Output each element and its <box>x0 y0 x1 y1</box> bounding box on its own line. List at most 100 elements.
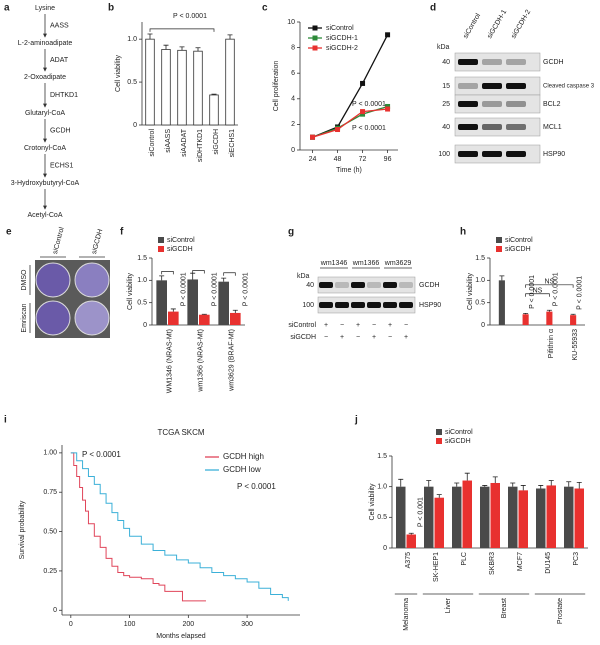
y-tick-label: 2 <box>291 121 295 128</box>
blot-band <box>482 101 502 107</box>
group-label: Breast <box>501 598 508 618</box>
bar <box>230 312 241 325</box>
x-tick-label: wm3629 (BRAF-Mt) <box>228 329 235 392</box>
bar <box>536 488 546 548</box>
x-axis-label: Time (h) <box>336 167 362 174</box>
annotation: P < 0.0001 <box>181 272 188 306</box>
annotation: P < 0.0001 <box>173 13 207 20</box>
y-tick-label: 0.5 <box>377 514 387 521</box>
blot-band <box>399 282 413 288</box>
blot-band <box>506 124 526 130</box>
column-label: siControl <box>52 226 66 255</box>
blot-band <box>335 282 349 288</box>
panel-letter: j <box>354 415 358 426</box>
panel-letter: d <box>430 3 436 14</box>
panel-letter: a <box>4 3 10 14</box>
metabolite: 2-Oxoadipate <box>24 74 66 81</box>
bar <box>546 485 556 548</box>
error-bar <box>190 272 196 280</box>
error-bar <box>499 275 505 281</box>
blot-band <box>506 83 526 89</box>
y-tick-label: 1.0 <box>137 277 147 284</box>
group-label: Liver <box>445 597 452 613</box>
condition-sign: + <box>388 322 392 329</box>
bar <box>518 490 528 548</box>
blot-strip <box>454 94 541 114</box>
point <box>360 111 366 117</box>
blot-band <box>367 282 381 288</box>
bar <box>406 534 416 548</box>
blot-band <box>506 59 526 65</box>
blot-band <box>482 124 502 130</box>
error-bar <box>492 476 498 483</box>
marker-size: 40 <box>442 59 450 66</box>
band-label: HSP90 <box>543 151 565 158</box>
bar <box>177 49 187 126</box>
cell-line: wm3629 <box>384 260 412 267</box>
legend-label: siControl <box>167 237 195 244</box>
error-bar <box>510 482 516 487</box>
blot-band <box>458 101 478 107</box>
bar <box>522 314 529 325</box>
legend-swatch <box>158 246 164 252</box>
error-bar <box>523 312 529 315</box>
marker-size: 100 <box>302 302 314 309</box>
metabolite: 3-Hydroxybutyryl-CoA <box>11 180 80 187</box>
y-axis-label: Cell viability <box>369 483 376 520</box>
row-label: Emriscan <box>21 303 28 332</box>
error-bar <box>426 480 432 487</box>
column-label: siGCDH <box>91 228 104 255</box>
blot-band <box>482 83 502 89</box>
y-tick-label: 0 <box>291 147 295 154</box>
x-tick-label: 24 <box>309 156 317 163</box>
blot-strip <box>454 52 541 72</box>
error-bar <box>464 472 470 481</box>
y-axis-label: Cell viability <box>115 55 122 92</box>
error-bar <box>195 47 201 52</box>
row-label: DMSO <box>21 269 28 291</box>
x-tick-label: siECHS1 <box>229 129 236 158</box>
panel-letter: b <box>108 3 114 14</box>
y-tick-label: 1.5 <box>475 255 485 262</box>
annotation: P < 0.0001 <box>352 125 386 132</box>
metabolite: Glutaryl-CoA <box>25 110 65 117</box>
x-tick-label: siDHTKD1 <box>197 129 204 162</box>
y-axis-label: Cell proliferation <box>273 61 280 112</box>
y-tick-label: 0 <box>143 322 147 329</box>
y-tick-label: 0 <box>133 122 137 129</box>
series-line <box>70 452 206 602</box>
x-tick-label: siAADAT <box>181 128 188 157</box>
error-bar <box>436 494 442 498</box>
blot-band <box>383 282 397 288</box>
bar <box>218 281 229 325</box>
error-bar <box>232 309 238 313</box>
blot-band <box>383 302 397 308</box>
x-tick-label: SK-HEP1 <box>433 552 440 582</box>
blot-band <box>399 302 413 308</box>
condition-sign: − <box>388 334 392 341</box>
error-bar <box>398 478 404 487</box>
bar <box>187 279 198 325</box>
condition-sign: − <box>340 322 344 329</box>
blot-band <box>367 302 381 308</box>
y-axis-label: Cell viability <box>127 273 134 310</box>
legend-label: siGCDH-1 <box>326 35 358 42</box>
error-bar <box>482 485 488 487</box>
y-tick-label: 0 <box>383 545 387 552</box>
series-line <box>312 105 388 138</box>
point <box>385 106 391 112</box>
band-label: HSP90 <box>419 302 441 309</box>
marker-size: 40 <box>306 282 314 289</box>
legend-swatch <box>436 438 442 444</box>
annotation: P < 0.0001 <box>82 450 121 459</box>
error-bar <box>179 46 185 51</box>
y-tick-label: 0.50 <box>43 528 57 535</box>
x-tick-label: MCF7 <box>517 552 524 571</box>
condition-sign: − <box>324 334 328 341</box>
bar <box>490 482 500 548</box>
bar <box>209 94 219 126</box>
x-tick-label: wm1366 (NRAS-Mt) <box>197 329 204 393</box>
y-tick-label: 0.75 <box>43 489 57 496</box>
point <box>360 109 366 115</box>
point <box>385 32 391 38</box>
